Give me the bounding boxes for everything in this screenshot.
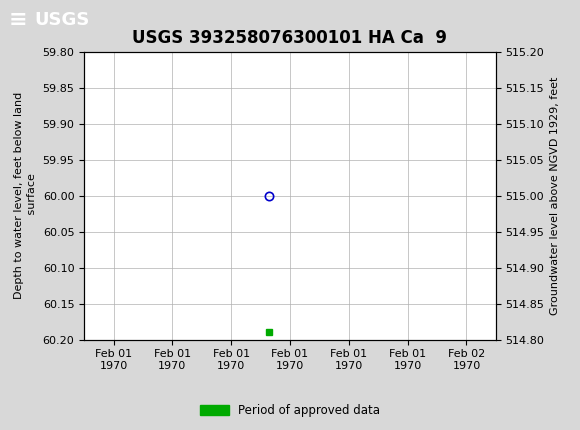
Legend: Period of approved data: Period of approved data xyxy=(195,399,385,422)
Title: USGS 393258076300101 HA Ca  9: USGS 393258076300101 HA Ca 9 xyxy=(132,29,448,47)
Y-axis label: Depth to water level, feet below land
 surface: Depth to water level, feet below land su… xyxy=(14,92,37,299)
Text: ≡: ≡ xyxy=(9,10,27,31)
Text: USGS: USGS xyxy=(35,12,90,29)
Y-axis label: Groundwater level above NGVD 1929, feet: Groundwater level above NGVD 1929, feet xyxy=(550,77,560,315)
